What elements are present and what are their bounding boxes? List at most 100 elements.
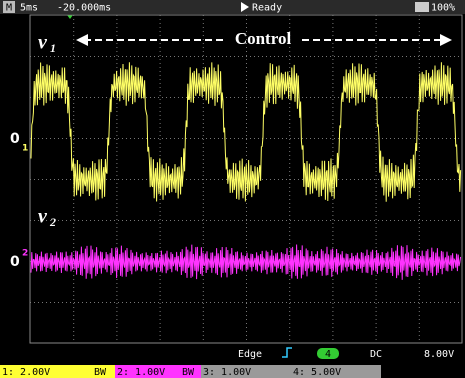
grid-dot xyxy=(162,56,163,57)
grid-dot xyxy=(154,302,155,303)
grid-dot xyxy=(203,323,204,324)
grid-dot xyxy=(390,138,391,139)
grid-dot xyxy=(160,47,161,48)
grid-dot xyxy=(326,97,327,98)
grid-dot xyxy=(334,220,335,221)
grid-dot xyxy=(126,138,127,139)
grid-dot xyxy=(318,138,319,139)
grid-dot xyxy=(246,155,247,156)
grid-dot xyxy=(94,56,95,57)
grid-dot xyxy=(160,87,161,88)
scope-display: M 5ms -20.000ms Ready 100% v 1 Control v… xyxy=(0,0,465,378)
grid-dot xyxy=(110,97,111,98)
grid-dot xyxy=(122,138,123,139)
grid-dot xyxy=(160,271,161,272)
grid-dot xyxy=(332,143,333,144)
trigger-type: Edge xyxy=(238,349,262,360)
grid-dot xyxy=(289,255,290,256)
grid-dot xyxy=(426,302,427,303)
grid-dot xyxy=(160,23,161,24)
grid-dot xyxy=(116,291,117,292)
grid-dot xyxy=(66,220,67,221)
grid-dot xyxy=(332,39,333,40)
grid-dot xyxy=(203,279,204,280)
grid-dot xyxy=(246,239,247,240)
grid-dot xyxy=(62,302,63,303)
oscilloscope-screen: M 5ms -20.000ms Ready 100% v 1 Control v… xyxy=(0,0,465,378)
grid-dot xyxy=(246,219,247,220)
grid-dot xyxy=(142,220,143,221)
grid-dot xyxy=(294,56,295,57)
grid-dot xyxy=(376,275,377,276)
grid-dot xyxy=(419,183,420,184)
grid-dot xyxy=(154,56,155,57)
grid-dot xyxy=(154,220,155,221)
grid-dot xyxy=(160,195,161,196)
grid-dot xyxy=(160,43,161,44)
grid-dot xyxy=(246,151,247,152)
grid-dot xyxy=(58,302,59,303)
ch2-id-marker: 2 xyxy=(22,249,28,259)
grid-dot xyxy=(419,163,420,164)
grid-dot xyxy=(160,291,161,292)
grid-dot xyxy=(34,220,35,221)
grid-dot xyxy=(114,97,115,98)
grid-dot xyxy=(430,56,431,57)
grid-dot xyxy=(332,323,333,324)
grid-dot xyxy=(246,307,247,308)
grid-dot xyxy=(419,291,420,292)
grid-dot xyxy=(116,99,117,100)
grid-dot xyxy=(246,59,247,60)
grid-dot xyxy=(160,115,161,116)
grid-dot xyxy=(289,211,290,212)
grid-dot xyxy=(358,220,359,221)
grid-dot xyxy=(182,302,183,303)
grid-dot xyxy=(446,179,447,180)
grid-dot xyxy=(330,97,331,98)
grid-dot xyxy=(246,23,247,24)
grid-dot xyxy=(419,191,420,192)
grid-dot xyxy=(289,107,290,108)
grid-dot xyxy=(203,171,204,172)
grid-dot xyxy=(138,302,139,303)
grid-dot xyxy=(418,220,419,221)
grid-dot xyxy=(450,56,451,57)
grid-dot xyxy=(142,179,143,180)
grid-dot xyxy=(332,51,333,52)
grid-dot xyxy=(203,167,204,168)
grid-dot xyxy=(332,71,333,72)
grid-dot xyxy=(102,220,103,221)
grid-dot xyxy=(270,97,271,98)
grid-dot xyxy=(202,138,203,139)
grid-dot xyxy=(73,203,74,204)
grid-dot xyxy=(332,135,333,136)
grid-dot xyxy=(289,135,290,136)
grid-dot xyxy=(116,203,117,204)
delay: -20.000ms xyxy=(57,3,111,14)
grid-dot xyxy=(419,275,420,276)
grid-dot xyxy=(203,199,204,200)
grid-dot xyxy=(116,299,117,300)
grid-dot xyxy=(332,103,333,104)
grid-dot xyxy=(203,191,204,192)
grid-dot xyxy=(289,51,290,52)
grid-dot xyxy=(166,138,167,139)
grid-dot xyxy=(73,279,74,280)
grid-dot xyxy=(170,56,171,57)
grid-dot xyxy=(62,56,63,57)
grid-dot xyxy=(332,295,333,296)
grid-dot xyxy=(130,302,131,303)
grid-dot xyxy=(410,302,411,303)
grid-dot xyxy=(86,97,87,98)
grid-dot xyxy=(203,107,204,108)
grid-dot xyxy=(419,187,420,188)
grid-dot xyxy=(376,215,377,216)
grid-dot xyxy=(116,115,117,116)
grid-dot xyxy=(150,138,151,139)
grid-dot xyxy=(226,302,227,303)
grid-dot xyxy=(74,138,75,139)
grid-dot xyxy=(246,51,247,52)
grid-dot xyxy=(278,179,279,180)
grid-dot xyxy=(194,97,195,98)
grid-dot xyxy=(94,302,95,303)
